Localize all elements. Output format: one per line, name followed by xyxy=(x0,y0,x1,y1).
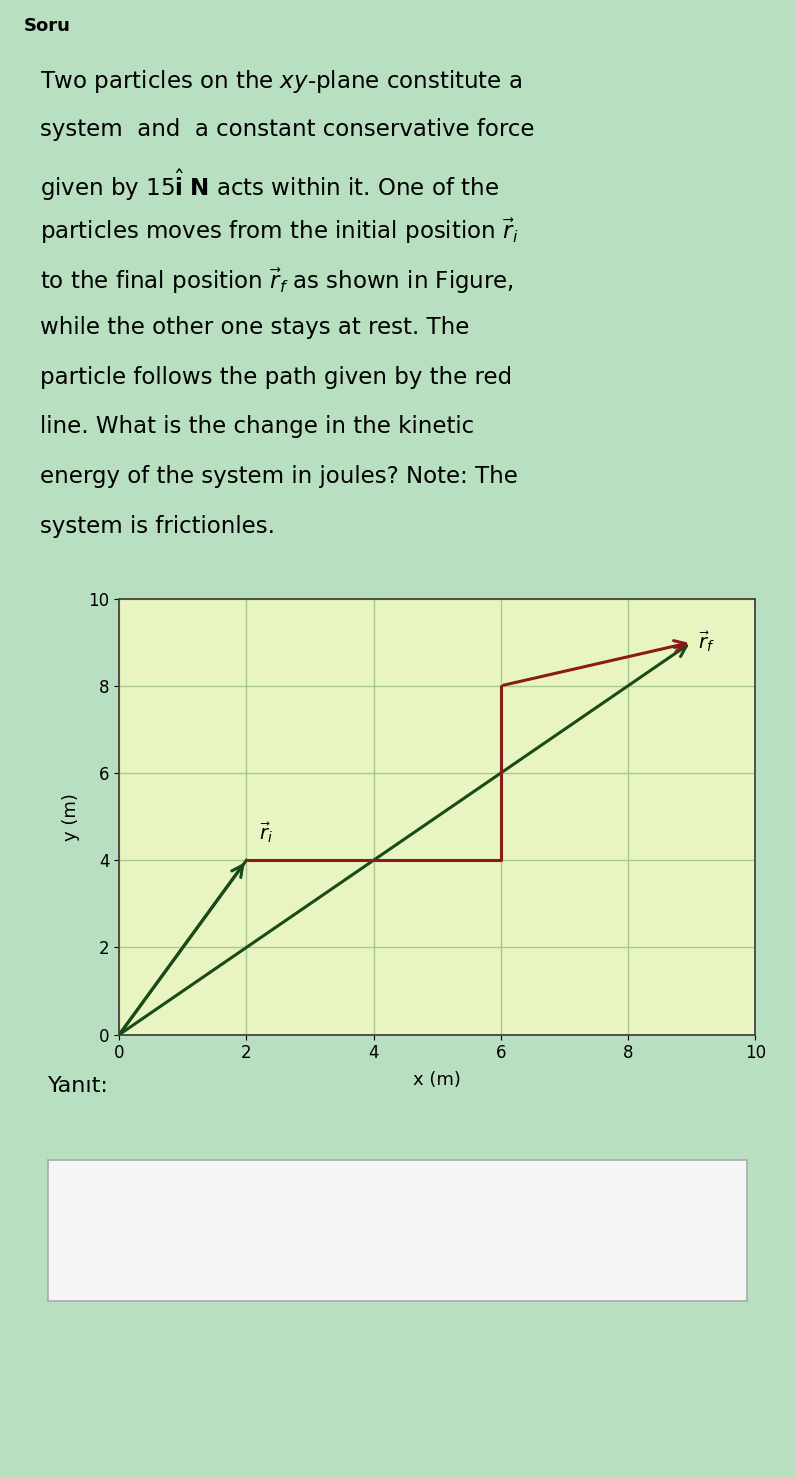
Text: Yanıt:: Yanıt: xyxy=(48,1076,109,1097)
Text: to the final position $\vec{r}_f$ as shown in Figure,: to the final position $\vec{r}_f$ as sho… xyxy=(40,266,514,296)
Text: Two particles on the $xy$-plane constitute a: Two particles on the $xy$-plane constitu… xyxy=(40,68,522,95)
Y-axis label: y (m): y (m) xyxy=(62,792,80,841)
Text: while the other one stays at rest. The: while the other one stays at rest. The xyxy=(40,316,469,338)
Text: Soru: Soru xyxy=(24,16,71,35)
Text: particle follows the path given by the red: particle follows the path given by the r… xyxy=(40,365,512,389)
Text: energy of the system in joules? Note: The: energy of the system in joules? Note: Th… xyxy=(40,466,518,488)
X-axis label: x (m): x (m) xyxy=(413,1070,461,1089)
Text: system  and  a constant conservative force: system and a constant conservative force xyxy=(40,118,534,140)
Text: particles moves from the initial position $\vec{r}_i$: particles moves from the initial positio… xyxy=(40,217,518,247)
Text: system is frictionles.: system is frictionles. xyxy=(40,514,275,538)
Text: line. What is the change in the kinetic: line. What is the change in the kinetic xyxy=(40,415,474,439)
Text: $\vec{r}_i$: $\vec{r}_i$ xyxy=(259,820,273,845)
Text: given by $15\hat{\mathbf{i}}$ $\mathbf{N}$ acts within it. One of the: given by $15\hat{\mathbf{i}}$ $\mathbf{N… xyxy=(40,167,498,202)
Text: $\vec{r}_f$: $\vec{r}_f$ xyxy=(698,630,715,655)
